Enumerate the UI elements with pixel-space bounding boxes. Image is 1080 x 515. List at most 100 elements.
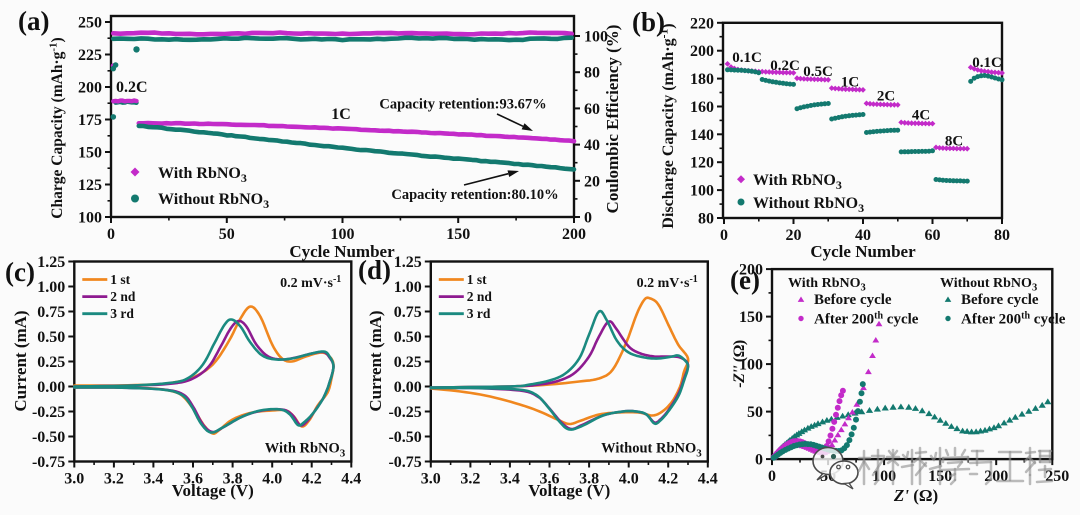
svg-text:40: 40	[855, 227, 871, 244]
svg-text:4.0: 4.0	[262, 471, 282, 488]
svg-text:150: 150	[446, 226, 470, 243]
svg-text:3.8: 3.8	[579, 471, 599, 488]
svg-text:3.0: 3.0	[64, 471, 84, 488]
svg-text:0.25: 0.25	[37, 354, 65, 371]
svg-text:Charge Capacity (mAh·g-1): Charge Capacity (mAh·g-1)	[48, 37, 67, 218]
svg-text:3.6: 3.6	[540, 471, 560, 488]
svg-text:4.2: 4.2	[658, 471, 678, 488]
svg-text:250: 250	[1045, 468, 1069, 485]
svg-text:3.2: 3.2	[460, 471, 480, 488]
svg-text:2 nd: 2 nd	[110, 289, 136, 304]
svg-text:0: 0	[768, 468, 776, 485]
svg-text:1.00: 1.00	[37, 279, 65, 296]
svg-text:200: 200	[690, 43, 714, 60]
svg-text:Discharge Capacity (mAh·g-1): Discharge Capacity (mAh·g-1)	[659, 23, 678, 228]
svg-text:Without RbNO3: Without RbNO3	[158, 191, 269, 211]
svg-text:-Z'' (Ω): -Z'' (Ω)	[731, 340, 748, 388]
svg-text:Without RbNO3: Without RbNO3	[940, 276, 1037, 294]
svg-text:0.1C: 0.1C	[972, 55, 1002, 71]
svg-text:Z' (Ω): Z' (Ω)	[893, 486, 938, 505]
svg-text:1C: 1C	[841, 75, 859, 91]
svg-text:Cycle Number: Cycle Number	[810, 242, 916, 261]
svg-text:150: 150	[78, 145, 102, 162]
svg-text:3 rd: 3 rd	[467, 306, 491, 321]
svg-text:(a): (a)	[18, 6, 49, 36]
svg-text:200: 200	[78, 80, 102, 97]
svg-text:40: 40	[584, 137, 600, 154]
svg-text:-0.75: -0.75	[32, 454, 65, 471]
svg-text:80: 80	[584, 65, 600, 82]
svg-text:4.4: 4.4	[341, 471, 361, 488]
svg-text:-0.50: -0.50	[388, 429, 421, 446]
svg-text:140: 140	[690, 127, 714, 144]
svg-text:1.00: 1.00	[394, 279, 422, 296]
svg-text:Capacity retention:80.10%: Capacity retention:80.10%	[391, 187, 558, 203]
svg-text:0: 0	[720, 227, 728, 244]
svg-text:150: 150	[739, 309, 763, 326]
svg-text:125: 125	[78, 177, 102, 194]
svg-text:1.25: 1.25	[394, 254, 422, 271]
svg-text:8C: 8C	[945, 134, 963, 150]
svg-text:4.4: 4.4	[698, 471, 718, 488]
svg-text:1.25: 1.25	[37, 254, 65, 271]
svg-text:0.2 mV·s-1: 0.2 mV·s-1	[280, 274, 341, 291]
svg-text:3.6: 3.6	[183, 471, 203, 488]
svg-text:50: 50	[219, 226, 235, 243]
svg-text:175: 175	[78, 112, 102, 129]
svg-text:Before cycle: Before cycle	[814, 292, 892, 308]
svg-text:1 st: 1 st	[110, 272, 130, 287]
svg-text:Without RbNO3: Without RbNO3	[601, 441, 702, 460]
svg-text:1C: 1C	[331, 106, 351, 123]
svg-text:-0.25: -0.25	[388, 404, 421, 421]
svg-text:4C: 4C	[912, 108, 930, 124]
svg-text:220: 220	[690, 15, 714, 32]
svg-text:0.75: 0.75	[394, 304, 422, 321]
svg-text:3.8: 3.8	[223, 471, 243, 488]
svg-text:20: 20	[584, 173, 600, 190]
svg-text:100: 100	[331, 226, 355, 243]
svg-text:20: 20	[786, 227, 802, 244]
svg-text:Coulombic Efficiency (%): Coulombic Efficiency (%)	[603, 25, 622, 214]
svg-text:0: 0	[755, 452, 763, 469]
svg-text:0.75: 0.75	[37, 304, 65, 321]
svg-text:0.50: 0.50	[394, 329, 422, 346]
svg-text:0.2 mV·s-1: 0.2 mV·s-1	[637, 274, 698, 291]
svg-text:1 st: 1 st	[467, 272, 487, 287]
svg-text:160: 160	[690, 99, 714, 116]
svg-text:4.2: 4.2	[302, 471, 322, 488]
svg-text:3.4: 3.4	[500, 471, 520, 488]
svg-text:After 200th cycle: After 200th cycle	[961, 311, 1066, 328]
svg-text:Current (mA): Current (mA)	[366, 310, 385, 411]
svg-text:-0.25: -0.25	[32, 404, 65, 421]
svg-text:2C: 2C	[877, 89, 895, 105]
svg-text:100: 100	[78, 210, 102, 227]
svg-text:With RbNO3: With RbNO3	[265, 441, 346, 460]
svg-text:120: 120	[690, 155, 714, 172]
svg-text:(d): (d)	[358, 255, 391, 285]
svg-text:0: 0	[584, 210, 592, 227]
svg-text:With RbNO3: With RbNO3	[158, 165, 247, 185]
svg-text:250: 250	[78, 15, 102, 32]
svg-text:Cycle Number: Cycle Number	[289, 242, 395, 261]
svg-text:Capacity retention:93.67%: Capacity retention:93.67%	[379, 97, 546, 113]
svg-text:Voltage (V): Voltage (V)	[172, 481, 254, 500]
svg-text:3.4: 3.4	[143, 471, 163, 488]
svg-text:60: 60	[584, 101, 600, 118]
svg-text:4.0: 4.0	[619, 471, 639, 488]
svg-text:-0.75: -0.75	[388, 454, 421, 471]
svg-text:50: 50	[747, 404, 763, 421]
svg-text:0.25: 0.25	[394, 354, 422, 371]
svg-text:With RbNO3: With RbNO3	[753, 172, 842, 192]
svg-text:0.50: 0.50	[37, 329, 65, 346]
svg-text:(c): (c)	[5, 257, 35, 287]
svg-text:Without RbNO3: Without RbNO3	[753, 195, 864, 215]
svg-text:200: 200	[562, 226, 586, 243]
svg-text:Voltage (V): Voltage (V)	[528, 481, 610, 500]
svg-text:100: 100	[739, 357, 763, 374]
svg-text:0.00: 0.00	[37, 379, 65, 396]
svg-text:0.5C: 0.5C	[803, 64, 833, 80]
svg-text:3 rd: 3 rd	[110, 306, 134, 321]
svg-text:(b): (b)	[632, 7, 665, 37]
svg-text:Current (mA): Current (mA)	[11, 310, 30, 411]
svg-text:80: 80	[698, 211, 714, 228]
